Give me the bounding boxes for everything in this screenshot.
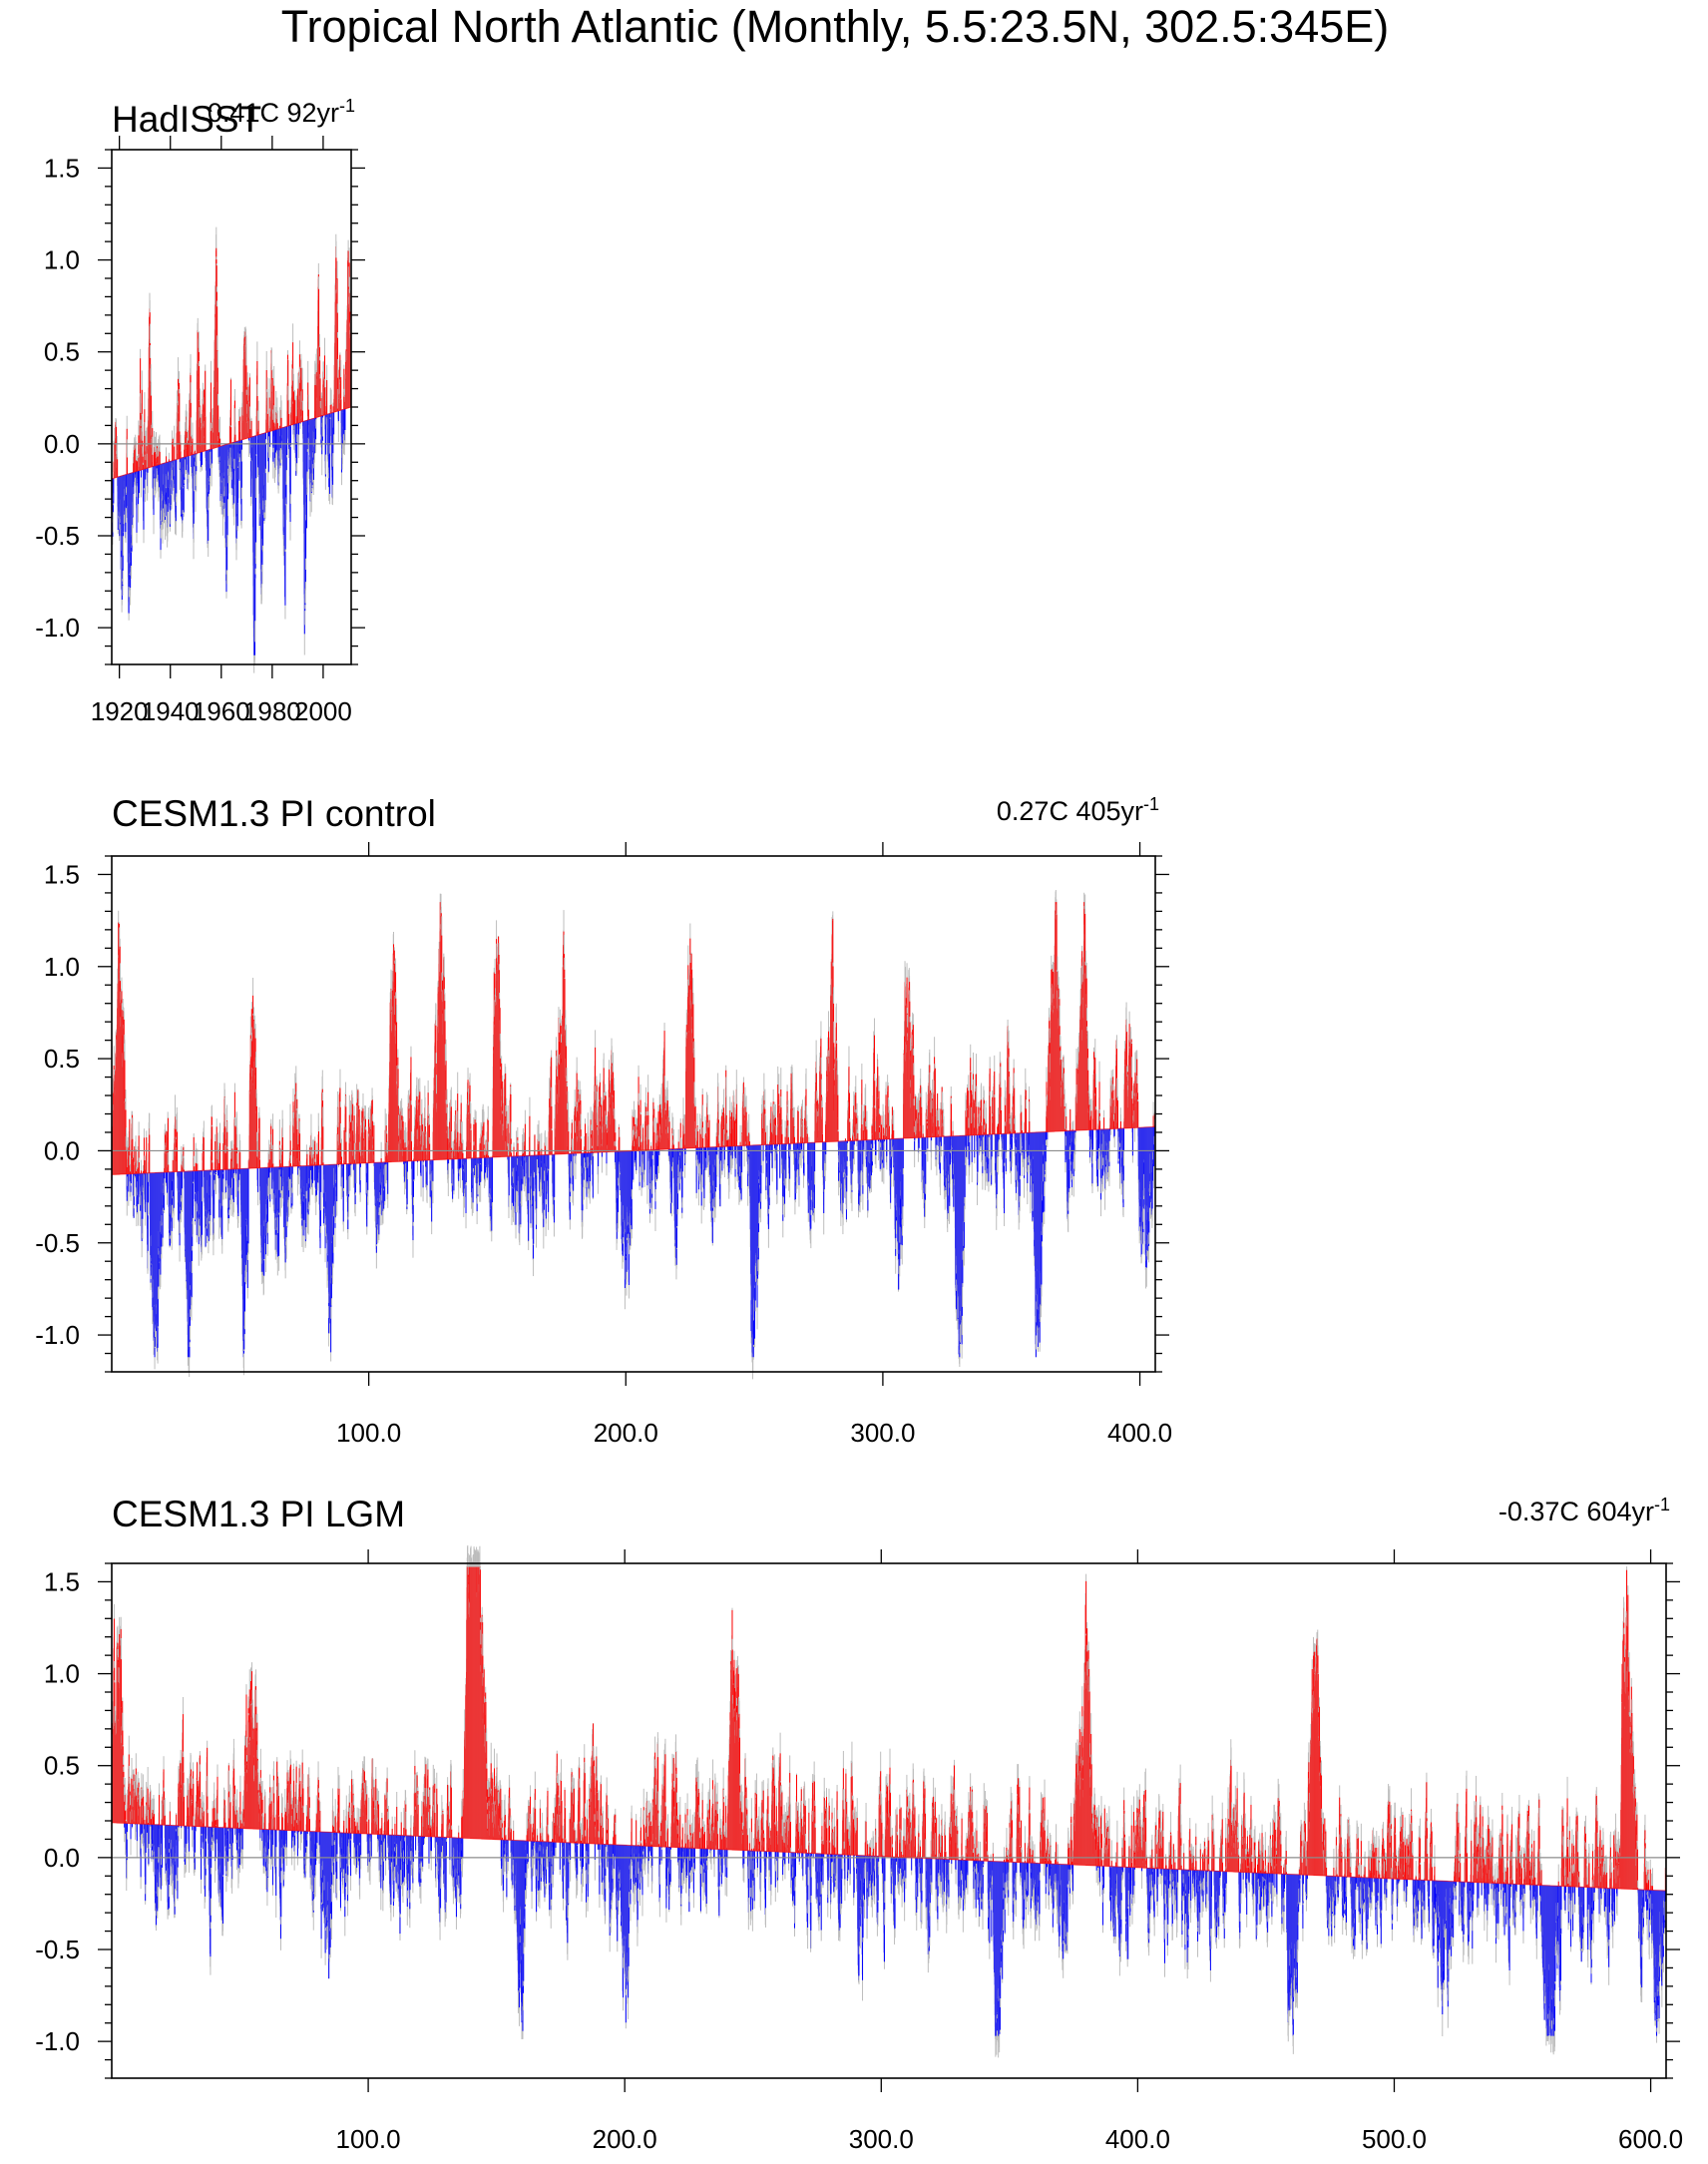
y-tick-label: 1.0 — [44, 245, 80, 275]
x-tick-label: 1980 — [243, 696, 301, 726]
x-tick-label: 2000 — [294, 696, 352, 726]
y-tick-label: -0.5 — [35, 521, 80, 551]
y-tick-label: -1.0 — [35, 613, 80, 643]
bar-series — [111, 226, 352, 673]
x-tick-label: 1960 — [193, 696, 250, 726]
panel-title: HadISST — [112, 99, 261, 140]
bar-series — [111, 890, 1156, 1380]
y-tick-label: 1.5 — [44, 153, 80, 183]
panel-title: CESM1.3 PI control — [112, 793, 436, 834]
trend-line — [111, 406, 352, 480]
chart-panel-pi-control: CESM1.3 PI control 0.27C 405yr-1-1.0-0.50… — [35, 793, 1172, 1448]
y-tick-label: 0.5 — [44, 337, 80, 367]
figure-title: Tropical North Atlantic (Monthly, 5.5:23… — [281, 1, 1390, 52]
x-tick-label: 1920 — [91, 696, 149, 726]
trend-label: 0.27C 405yr-1 — [997, 794, 1159, 826]
y-tick-label: 0.0 — [44, 429, 80, 459]
trend-label: 0.41C 92yr-1 — [208, 96, 355, 128]
y-axis: -1.0 -0.5 0.0 0.5 1.0 1.5 — [35, 149, 365, 665]
x-tick-label: 1940 — [142, 696, 200, 726]
